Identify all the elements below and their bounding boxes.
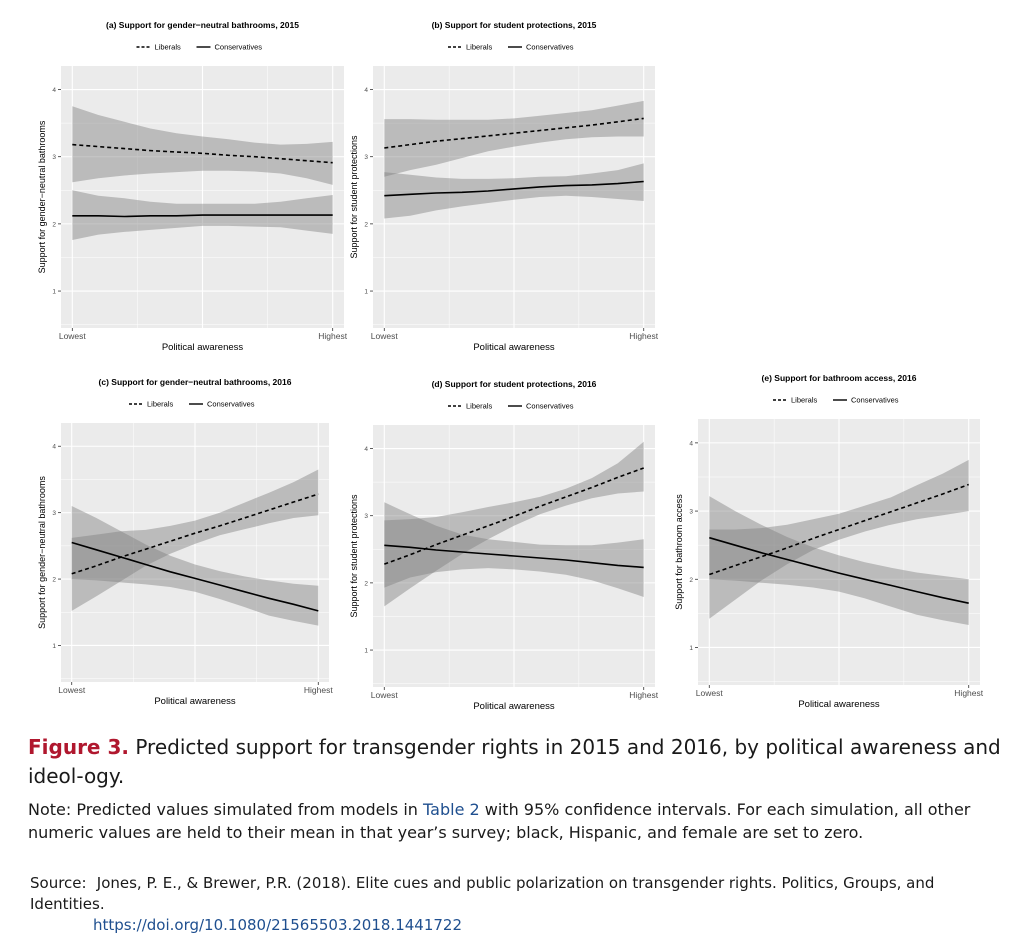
- y-axis-title: Support for student protections: [349, 494, 359, 618]
- x-tick-label: Highest: [304, 685, 333, 695]
- conservatives-line: [709, 536, 969, 604]
- confidence-band-1: [384, 100, 644, 177]
- conservatives-line: [384, 180, 644, 197]
- gridlines: [698, 419, 980, 685]
- note-text-after: with 95% confidence intervals. For each …: [28, 800, 971, 842]
- legend: Liberals Conservatives: [448, 402, 574, 411]
- x-axis-title: Political awareness: [162, 342, 244, 353]
- figure-caption: Figure 3. Predicted support for transgen…: [28, 733, 1003, 791]
- figure-note: Note: Predicted values simulated from mo…: [28, 798, 1003, 844]
- y-tick-label: 2: [52, 221, 56, 228]
- legend-label: Liberals: [466, 43, 493, 52]
- x-tick-label: Highest: [629, 331, 658, 341]
- confidence-band-1: [71, 469, 319, 611]
- chart-panel-b: 1 2 3 4 Lowest Highest Political awareness Supp…: [349, 20, 659, 353]
- x-axis-title: Political awareness: [473, 701, 555, 712]
- x-tick-label: Lowest: [59, 331, 87, 341]
- conservatives-line: [72, 214, 333, 218]
- legend: Liberals Conservatives: [448, 43, 574, 52]
- y-tick-label: 1: [364, 648, 368, 655]
- confidence-band-1: [709, 459, 969, 619]
- gridlines: [373, 66, 655, 328]
- legend-label: Liberals: [791, 396, 818, 405]
- x-axis-title: Political awareness: [154, 696, 236, 707]
- legend: Liberals Conservatives: [129, 400, 255, 409]
- source-label: Source:: [30, 874, 87, 892]
- y-tick-label: 1: [364, 289, 368, 296]
- y-axis-title: Support for bathroom access: [674, 494, 684, 610]
- y-tick-label: 3: [364, 154, 368, 161]
- x-tick-label: Lowest: [696, 688, 724, 698]
- panel-title: (a) Support for gender−neutral bathrooms…: [106, 20, 299, 30]
- legend-label: Liberals: [466, 402, 493, 411]
- y-tick-label: 4: [52, 444, 56, 451]
- doi-link[interactable]: https://doi.org/10.1080/21565503.2018.14…: [93, 916, 463, 934]
- gridlines: [61, 66, 344, 328]
- note-text-before: Note: Predicted values simulated from mo…: [28, 800, 424, 819]
- legend-label: Conservatives: [851, 396, 899, 405]
- x-axis-title: Political awareness: [798, 699, 880, 710]
- x-tick-label: Lowest: [58, 685, 86, 695]
- liberals-line: [72, 143, 333, 164]
- confidence-band-2: [709, 496, 969, 625]
- x-tick-label: Lowest: [371, 331, 399, 341]
- y-tick-label: 2: [364, 221, 368, 228]
- y-tick-label: 3: [689, 509, 693, 516]
- source-text: Jones, P. E., & Brewer, P.R. (2018). Eli…: [30, 874, 935, 913]
- panel-title: (c) Support for gender−neutral bathrooms…: [99, 377, 292, 387]
- legend-label: Liberals: [155, 43, 182, 52]
- x-tick-label: Highest: [954, 688, 983, 698]
- legend-label: Conservatives: [215, 43, 263, 52]
- figure-caption-text: Predicted support for transgender rights…: [28, 735, 1001, 788]
- y-tick-label: 2: [689, 577, 693, 584]
- confidence-band-1: [384, 441, 644, 607]
- x-tick-label: Lowest: [371, 690, 399, 700]
- liberals-line: [71, 493, 319, 575]
- y-axis-title: Support for gender−neutral bathrooms: [37, 476, 47, 629]
- y-tick-label: 4: [689, 440, 693, 447]
- y-tick-label: 2: [52, 577, 56, 584]
- confidence-band-3: [384, 163, 644, 219]
- y-tick-label: 4: [364, 87, 368, 94]
- y-tick-label: 1: [689, 645, 693, 652]
- y-tick-label: 4: [52, 87, 56, 94]
- x-tick-label: Highest: [629, 690, 658, 700]
- y-tick-label: 2: [364, 580, 368, 587]
- conservatives-line: [71, 541, 319, 612]
- confidence-band-2: [384, 502, 644, 597]
- conservatives-line: [384, 544, 644, 569]
- legend-label: Conservatives: [526, 43, 574, 52]
- y-tick-label: 3: [52, 154, 56, 161]
- x-tick-label: Highest: [318, 331, 347, 341]
- chart-panel-e: 1 2 3 4 Lowest Highest Political awareness Supp…: [674, 373, 984, 710]
- table-2-link[interactable]: Table 2: [423, 800, 480, 819]
- legend-label: Conservatives: [526, 402, 574, 411]
- y-tick-label: 1: [52, 643, 56, 650]
- chart-panel-a: 1 2 3 4 Lowest Highest Political awareness Supp…: [37, 20, 348, 353]
- gridlines: [373, 425, 655, 687]
- y-axis-title: Support for student protections: [349, 135, 359, 259]
- chart-panel-d: 1 2 3 4 Lowest Highest Political awareness Supp…: [349, 379, 659, 712]
- panel-title: (b) Support for student protections, 201…: [432, 20, 597, 30]
- y-tick-label: 3: [364, 513, 368, 520]
- legend-label: Liberals: [147, 400, 174, 409]
- y-tick-label: 4: [364, 446, 368, 453]
- chart-panel-c: 1 2 3 4 Lowest Highest Political awareness Supp…: [37, 377, 333, 707]
- confidence-band-1: [72, 106, 333, 185]
- panel-title: (d) Support for student protections, 201…: [432, 379, 597, 389]
- liberals-line: [709, 483, 969, 576]
- legend: Liberals Conservatives: [773, 396, 899, 405]
- y-tick-label: 3: [52, 510, 56, 517]
- liberals-line: [384, 117, 644, 149]
- y-tick-label: 1: [52, 289, 56, 296]
- legend: Liberals Conservatives: [136, 43, 263, 52]
- figure-label: Figure 3.: [28, 735, 129, 759]
- legend-label: Conservatives: [207, 400, 255, 409]
- panel-title: (e) Support for bathroom access, 2016: [762, 373, 917, 383]
- y-axis-title: Support for gender−neutral bathrooms: [37, 120, 47, 273]
- x-axis-title: Political awareness: [473, 342, 555, 353]
